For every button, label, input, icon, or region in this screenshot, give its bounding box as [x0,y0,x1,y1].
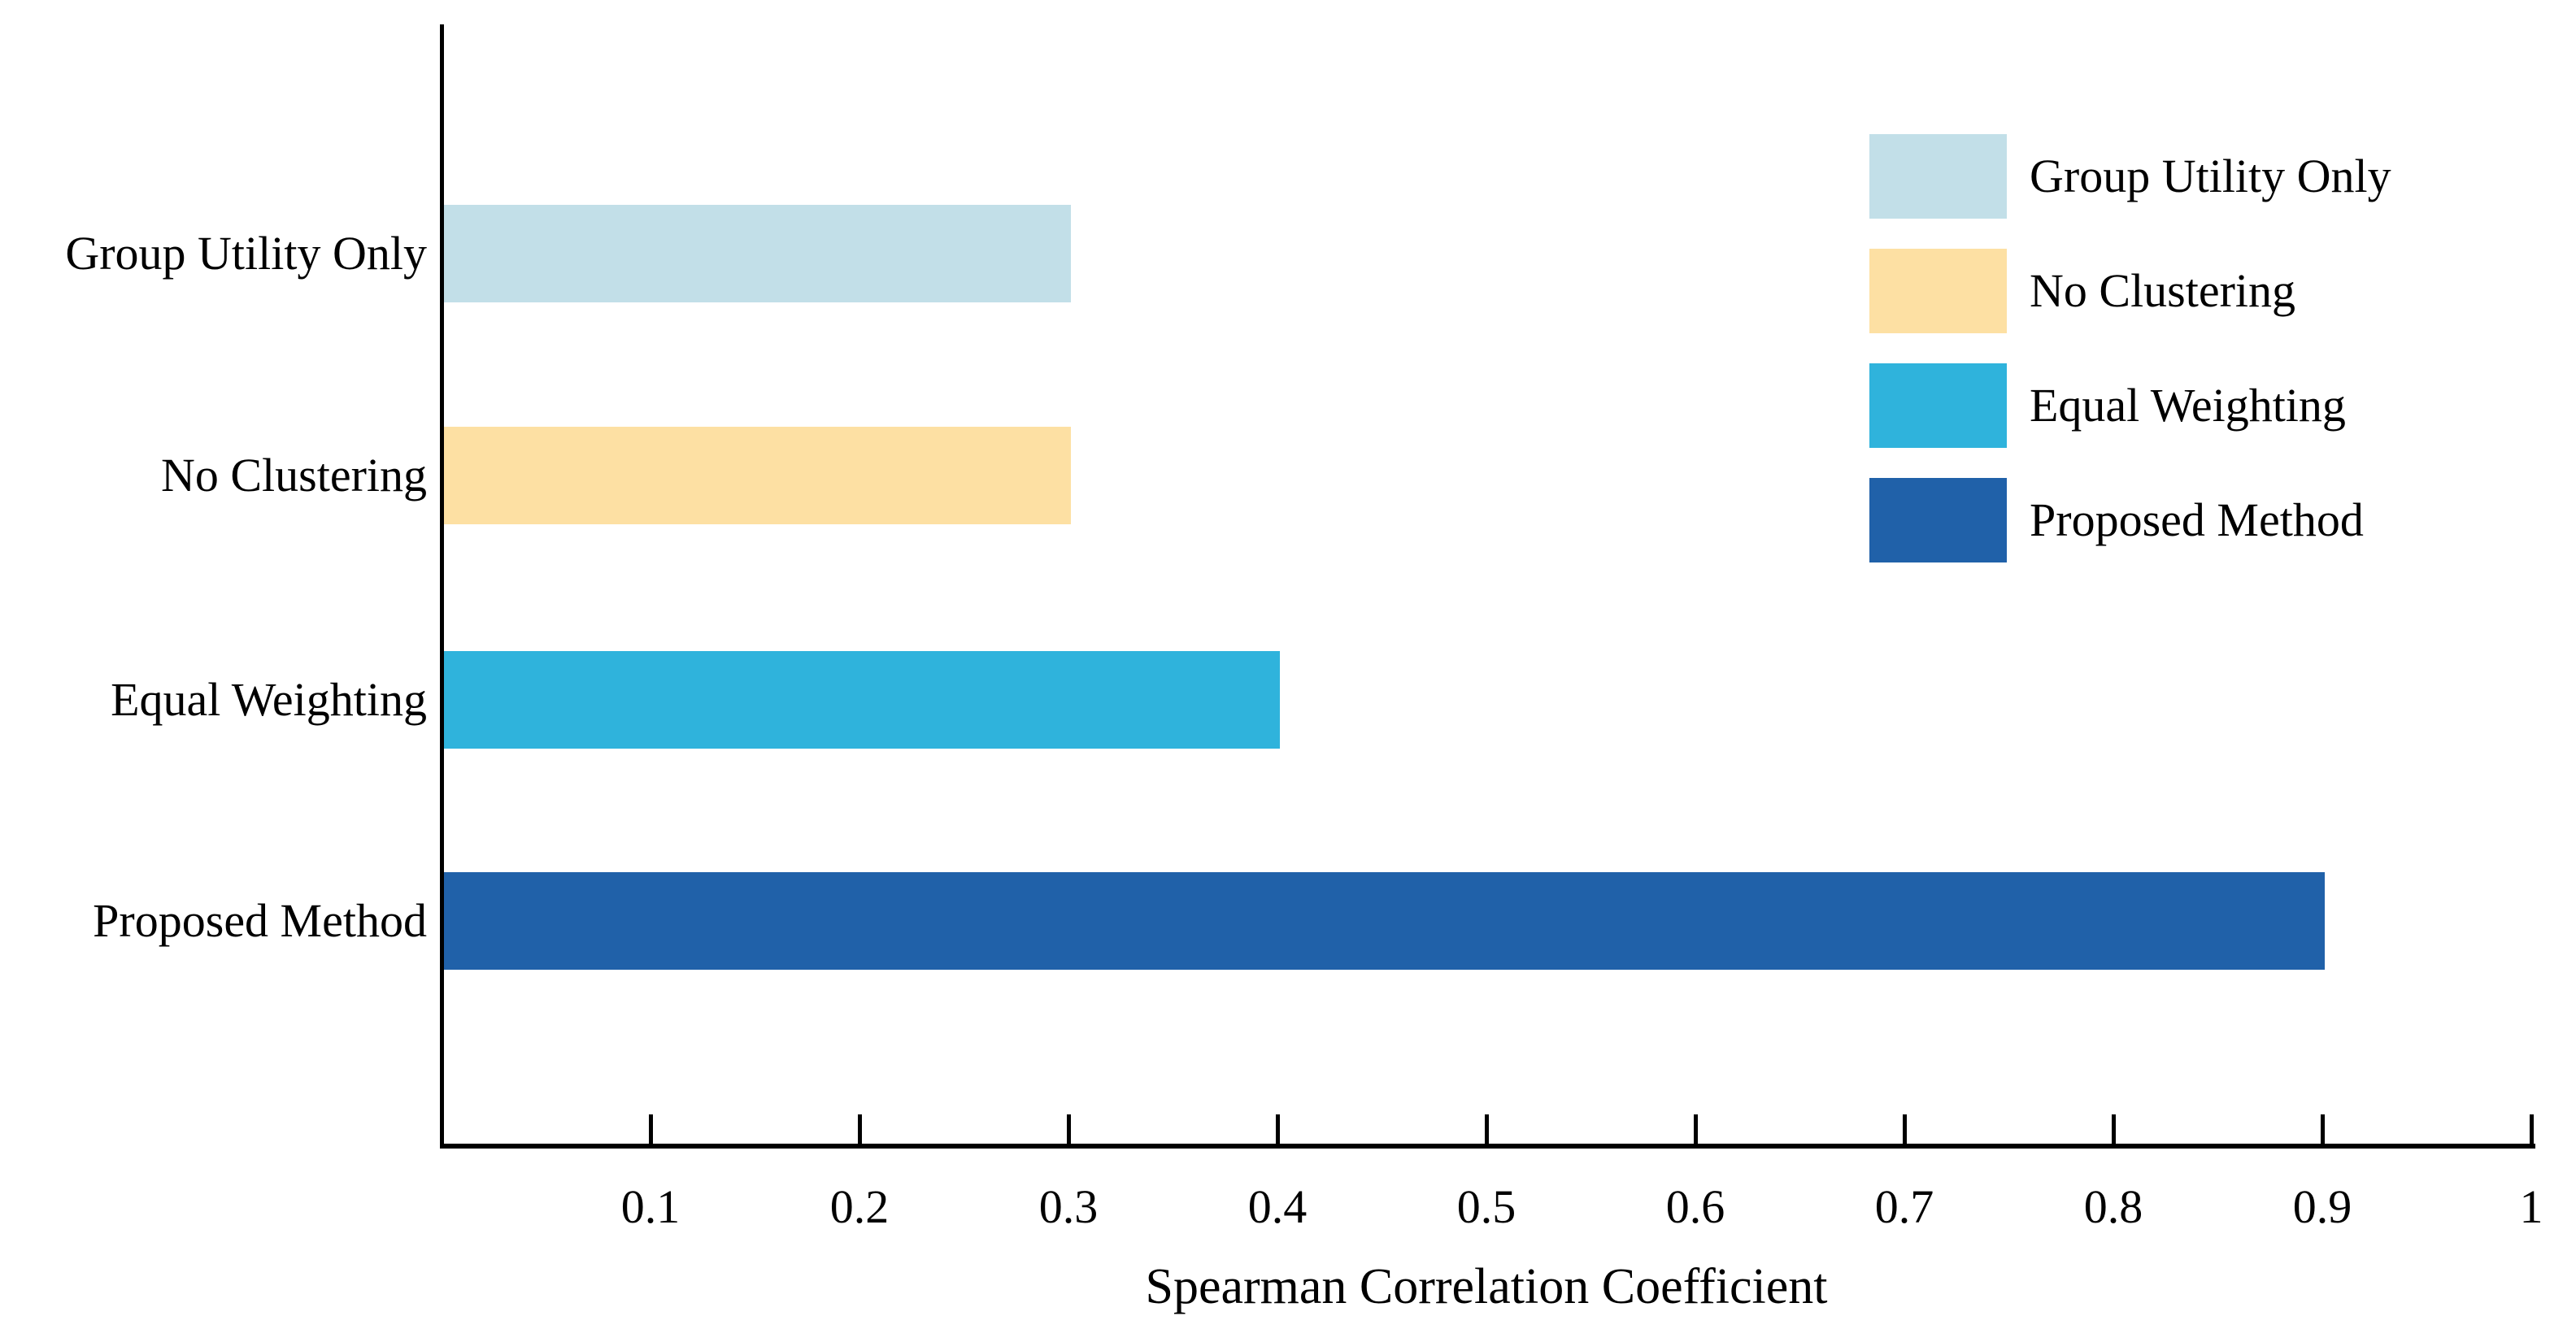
x-tick-label: 0.4 [1247,1180,1308,1233]
x-tick-mark [1694,1114,1698,1144]
legend-label: Equal Weighting [2030,379,2346,432]
legend-label: Proposed Method [2030,493,2364,546]
y-category-label: Proposed Method [93,894,427,947]
x-tick-mark [1903,1114,1907,1144]
x-tick-label: 0.7 [1874,1180,1934,1233]
x-tick-mark [858,1114,862,1144]
x-tick-label: 0.1 [620,1180,681,1233]
x-tick-label: 1 [2519,1180,2543,1233]
x-axis-line [440,1144,2535,1149]
y-category-label: Equal Weighting [111,673,427,726]
legend-swatch-no-clustering [1869,249,2007,333]
x-tick-label: 0.3 [1038,1180,1099,1233]
legend-swatch-equal-weighting [1869,363,2007,448]
x-tick-label: 0.8 [2083,1180,2143,1233]
y-axis-line [440,24,444,1146]
x-tick-mark [1067,1114,1071,1144]
x-tick-mark [1276,1114,1280,1144]
legend-swatch-proposed-method [1869,478,2007,562]
x-tick-label: 0.6 [1665,1180,1725,1233]
x-tick-mark [649,1114,653,1144]
y-category-label: No Clustering [160,449,427,502]
x-axis-title: Spearman Correlation Coefficient [1145,1259,1828,1314]
x-tick-label: 0.5 [1456,1180,1516,1233]
x-tick-label: 0.9 [2292,1180,2352,1233]
x-tick-mark [2112,1114,2116,1144]
y-category-label: Group Utility Only [65,227,427,280]
bar-proposed-method [444,872,2325,970]
legend-swatch-group-utility-only [1869,134,2007,219]
x-tick-mark [1485,1114,1489,1144]
bar-equal-weighting [444,651,1280,749]
bar-no-clustering [444,427,1071,524]
x-tick-mark [2530,1114,2534,1144]
bar-group-utility-only [444,205,1071,302]
x-tick-label: 0.2 [829,1180,890,1233]
x-tick-mark [2321,1114,2325,1144]
legend-label: Group Utility Only [2030,150,2391,202]
legend-label: No Clustering [2030,264,2296,317]
